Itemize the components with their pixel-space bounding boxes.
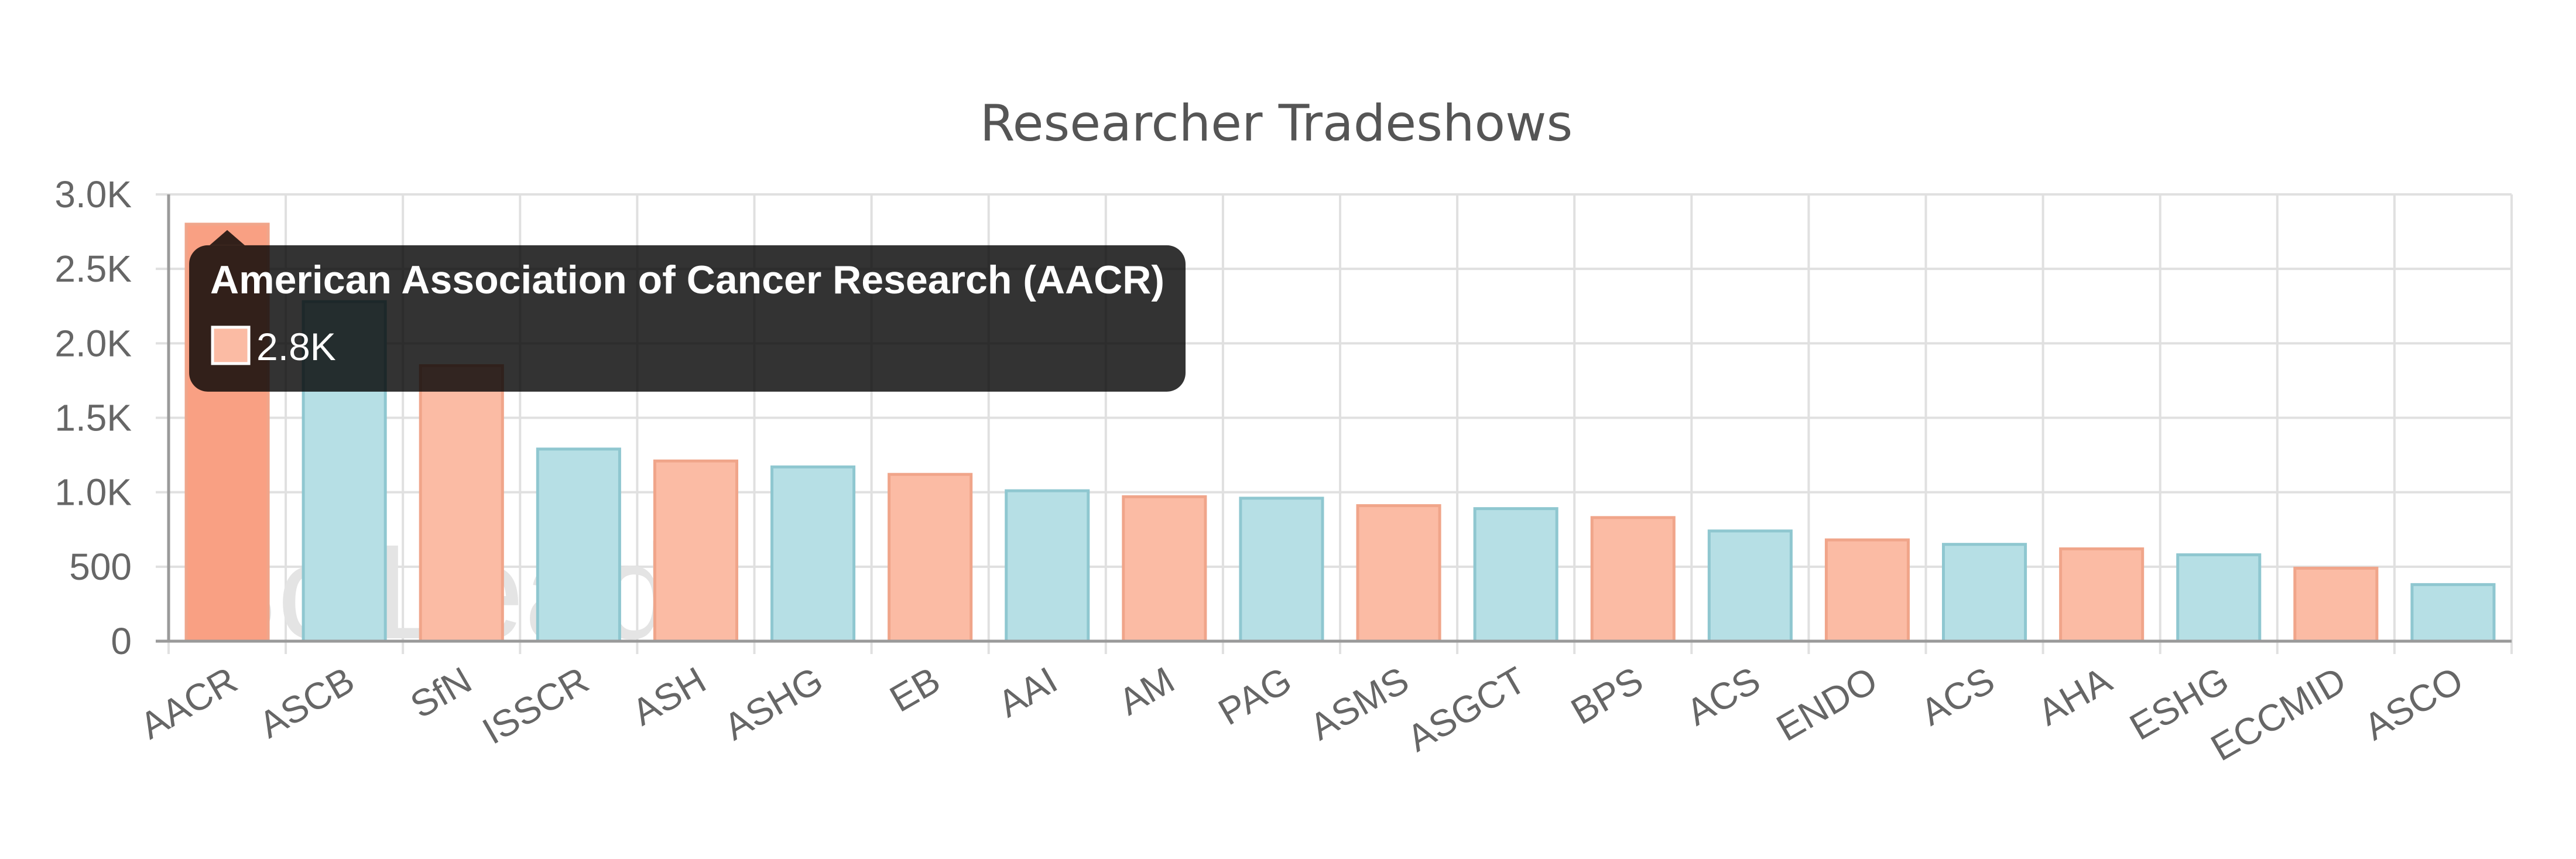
bars xyxy=(184,223,2496,643)
y-tick-label: 2.5K xyxy=(54,248,132,290)
x-tick-label: ASGCT xyxy=(1400,659,1533,760)
bar-ash[interactable] xyxy=(653,459,738,643)
x-tick-label: SfN xyxy=(403,659,478,727)
bar-endo[interactable] xyxy=(1824,538,1910,643)
y-axis-ticks: 0 500 1.0K 1.5K 2.0K 2.5K 3.0K xyxy=(54,173,132,662)
bar-acs[interactable] xyxy=(1942,543,2027,643)
bar-bps[interactable] xyxy=(1590,516,1676,643)
x-tick-label: AM xyxy=(1112,659,1181,723)
x-tick-label: ASCO xyxy=(2357,659,2470,748)
y-tick-label: 0 xyxy=(111,620,132,662)
x-tick-label: ASH xyxy=(625,659,712,734)
x-tick-label: AAI xyxy=(991,659,1064,725)
y-tick-label: 1.5K xyxy=(54,397,132,439)
tooltip-title: American Association of Cancer Research … xyxy=(210,258,1164,302)
tooltip-arrow xyxy=(210,230,245,245)
y-tick-label: 1.0K xyxy=(54,471,132,514)
bar-am[interactable] xyxy=(1122,495,1207,643)
y-tick-label: 3.0K xyxy=(54,173,132,215)
bar-asgct[interactable] xyxy=(1473,507,1558,643)
x-tick-label: ASMS xyxy=(1303,659,1416,748)
y-tick-label: 2.0K xyxy=(54,322,132,364)
x-tick-label: EB xyxy=(883,659,947,720)
bar-acs[interactable] xyxy=(1707,529,1793,643)
bar-eshg[interactable] xyxy=(2176,553,2262,643)
tooltip-box xyxy=(189,245,1186,392)
bar-isscr[interactable] xyxy=(536,447,621,643)
bar-asms[interactable] xyxy=(1356,504,1441,643)
x-tick-label: ACS xyxy=(1679,659,1767,734)
chart-title: Researcher Tradeshows xyxy=(980,94,1573,153)
x-tick-label: AACR xyxy=(133,659,244,747)
bar-asco[interactable] xyxy=(2410,583,2496,643)
x-tick-label: PAG xyxy=(1211,659,1299,734)
x-tick-label: ASHG xyxy=(717,659,830,748)
tooltip-color-swatch xyxy=(211,326,251,365)
x-tick-label: ENDO xyxy=(1769,659,1884,750)
x-tick-label: BPS xyxy=(1564,659,1650,733)
bar-eccmid[interactable] xyxy=(2293,566,2379,643)
tooltip-value: 2.8K xyxy=(256,325,336,368)
bar-aai[interactable] xyxy=(1005,489,1090,643)
axes xyxy=(156,194,2512,643)
bar-ashg[interactable] xyxy=(770,465,856,643)
x-tick-label: ECCMID xyxy=(2204,659,2353,769)
y-tick-label: 500 xyxy=(69,546,132,588)
bar-aha[interactable] xyxy=(2059,547,2145,643)
x-tick-label: AHA xyxy=(2031,659,2119,734)
bar-pag[interactable] xyxy=(1239,497,1324,643)
bar-eb[interactable] xyxy=(888,473,973,643)
bar-sfn[interactable] xyxy=(419,364,504,643)
x-tick-label: ASCB xyxy=(252,659,361,746)
x-tick-label: ISSCR xyxy=(475,659,595,752)
tooltip: American Association of Cancer Research … xyxy=(189,230,1186,392)
x-tick-label: ACS xyxy=(1914,659,2002,734)
